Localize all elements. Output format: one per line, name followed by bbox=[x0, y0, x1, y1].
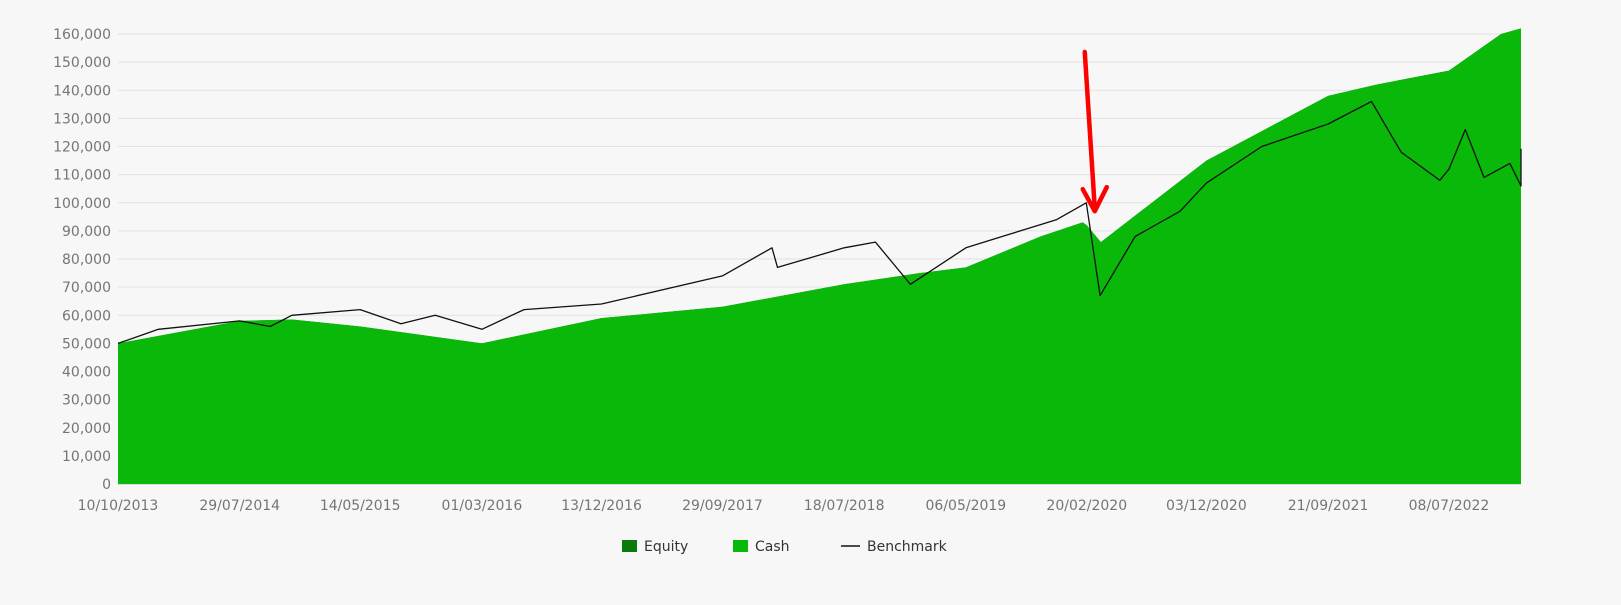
area-layer bbox=[118, 28, 1521, 485]
x-tick-label: 18/07/2018 bbox=[804, 498, 885, 514]
annotation-arrow-shaft bbox=[1082, 49, 1098, 211]
x-tick-label: 03/12/2020 bbox=[1166, 498, 1247, 514]
annotation-layer bbox=[1080, 49, 1110, 214]
y-tick-label: 70,000 bbox=[62, 280, 111, 296]
line-layer bbox=[117, 100, 1522, 345]
x-tick-label: 13/12/2016 bbox=[561, 498, 642, 514]
y-tick-label: 0 bbox=[102, 477, 111, 493]
line-benchmark bbox=[117, 100, 1522, 345]
y-tick-label: 60,000 bbox=[62, 308, 111, 324]
y-tick-label: 120,000 bbox=[53, 140, 111, 156]
y-tick-label: 30,000 bbox=[62, 393, 111, 409]
x-tick-label: 14/05/2015 bbox=[320, 498, 401, 514]
legend-label-cash: Cash bbox=[755, 539, 790, 555]
y-axis-ticks: 0 10,000 20,000 30,000 40,000 50,000 60,000 70,… bbox=[53, 27, 111, 493]
legend-swatch-equity bbox=[622, 540, 637, 552]
y-tick-label: 130,000 bbox=[53, 111, 111, 127]
x-tick-label: 06/05/2019 bbox=[926, 498, 1007, 514]
annotation-arrow-head bbox=[1080, 184, 1110, 214]
legend-label-benchmark: Benchmark bbox=[867, 539, 948, 555]
legend-label-equity: Equity bbox=[644, 539, 688, 555]
y-tick-label: 100,000 bbox=[53, 196, 111, 212]
y-tick-label: 80,000 bbox=[62, 252, 111, 268]
y-tick-label: 20,000 bbox=[62, 421, 111, 437]
y-tick-label: 160,000 bbox=[53, 27, 111, 43]
x-tick-label: 29/07/2014 bbox=[199, 498, 280, 514]
y-tick-label: 140,000 bbox=[53, 83, 111, 99]
x-tick-label: 29/09/2017 bbox=[682, 498, 763, 514]
x-axis-ticks: 10/10/2013 29/07/2014 14/05/2015 01/03/2016… bbox=[78, 498, 1490, 514]
legend-swatch-cash bbox=[733, 540, 748, 552]
x-tick-label: 21/09/2021 bbox=[1288, 498, 1369, 514]
y-tick-label: 150,000 bbox=[53, 55, 111, 71]
area-cash bbox=[118, 28, 1521, 485]
y-tick-label: 10,000 bbox=[62, 449, 111, 465]
y-tick-label: 40,000 bbox=[62, 365, 111, 381]
x-tick-label: 20/02/2020 bbox=[1046, 498, 1127, 514]
y-tick-label: 50,000 bbox=[62, 336, 111, 352]
y-tick-label: 90,000 bbox=[62, 224, 111, 240]
x-tick-label: 08/07/2022 bbox=[1409, 498, 1490, 514]
x-tick-label: 10/10/2013 bbox=[78, 498, 159, 514]
legend: Equity Cash Benchmark bbox=[622, 539, 948, 555]
y-tick-label: 110,000 bbox=[53, 168, 111, 184]
x-tick-label: 01/03/2016 bbox=[442, 498, 523, 514]
